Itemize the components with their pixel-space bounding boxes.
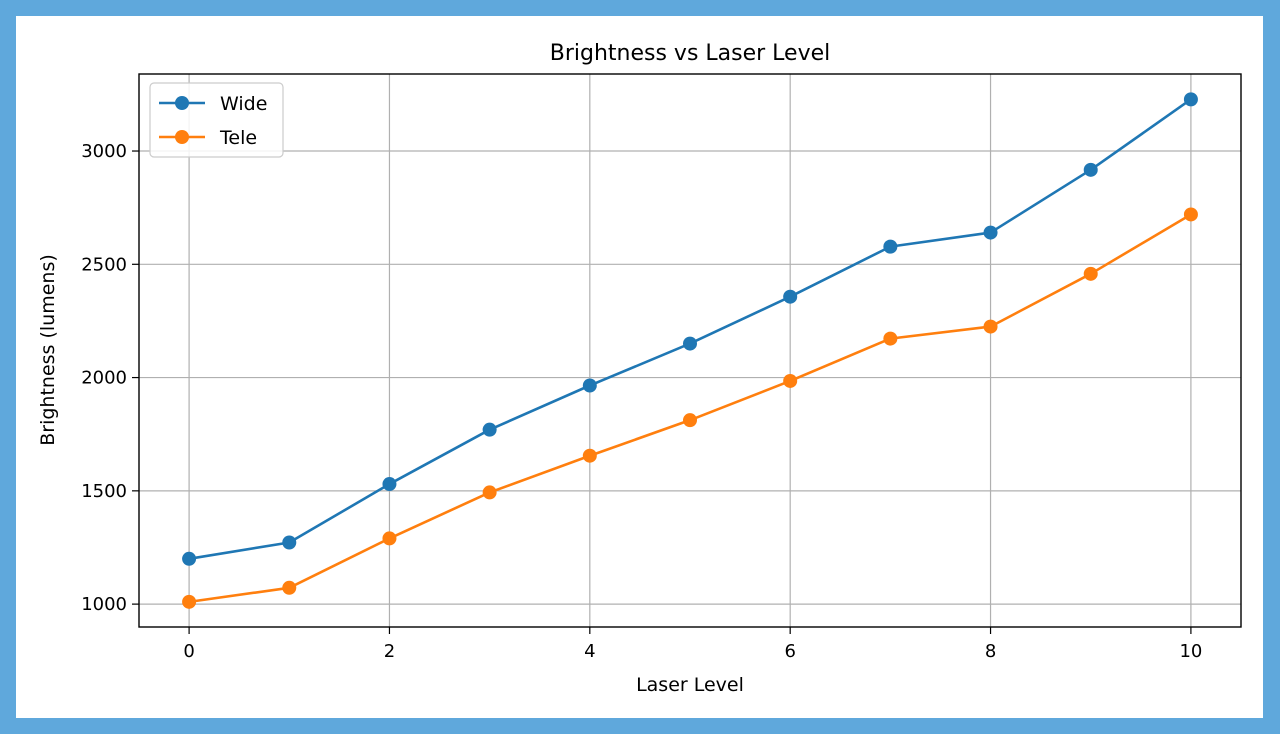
data-point-tele [683,413,697,428]
x-tick-label: 8 [985,641,996,662]
line-chart: Brightness vs Laser Level 0 2 4 6 8 10 1000 15… [37,41,1242,696]
data-point-tele [783,373,798,388]
legend-label-tele: Tele [219,127,257,149]
legend-items: Wide Tele [159,93,267,149]
y-axis-label: Brightness (lumens) [37,254,59,446]
x-tick-label: 6 [784,641,795,662]
grid [139,74,1241,627]
chart-title: Brightness vs Laser Level [550,41,831,66]
plot-area-frame [138,73,1242,628]
x-tick-label: 10 [1179,641,1202,662]
y-axis-ticks: 1000 1500 2000 2500 3000 [81,141,139,615]
series-line-wide [188,98,1192,561]
data-point-wide [1083,162,1098,177]
x-tick-label: 4 [584,641,595,662]
legend-item-tele: Tele [159,127,257,149]
data-point-tele [382,531,397,546]
data-point-wide [883,239,898,254]
data-point-wide [382,477,397,492]
y-tick-label: 1500 [81,481,127,502]
data-point-tele [983,319,998,334]
data-point-tele [282,580,297,595]
data-point-wide [182,551,197,566]
data-point-wide [482,422,497,437]
y-tick-label: 2500 [81,254,127,275]
data-point-wide [683,336,697,351]
legend-item-wide: Wide [159,93,267,115]
data-point-wide [783,289,798,304]
x-tick-label: 0 [183,641,194,662]
x-axis-label: Laser Level [636,674,744,696]
legend: Wide Tele [149,82,284,158]
data-point-wide [582,378,597,393]
data-point-tele [182,594,197,609]
y-tick-label: 1000 [81,594,127,615]
series-wide [182,92,1198,566]
series-line-tele [188,213,1192,604]
legend-label-wide: Wide [220,93,267,115]
data-point-tele [1183,207,1198,222]
x-tick-label: 2 [384,641,395,662]
y-tick-label: 2000 [81,368,127,389]
data-point-tele [582,448,597,463]
data-point-tele [1083,266,1098,281]
data-point-tele [482,485,497,500]
y-tick-label: 3000 [81,141,127,162]
chart-frame: Brightness vs Laser Level 0 2 4 6 8 10 1000 15… [16,16,1263,718]
x-axis-ticks: 0 2 4 6 8 10 [183,627,1202,662]
data-point-wide [282,535,297,550]
data-point-wide [1183,92,1198,107]
data-point-tele [883,331,898,346]
legend-marker-wide [175,96,189,110]
data-point-wide [983,225,998,240]
series-layer [182,92,1198,609]
series-tele [182,207,1198,609]
legend-marker-tele [175,130,189,144]
